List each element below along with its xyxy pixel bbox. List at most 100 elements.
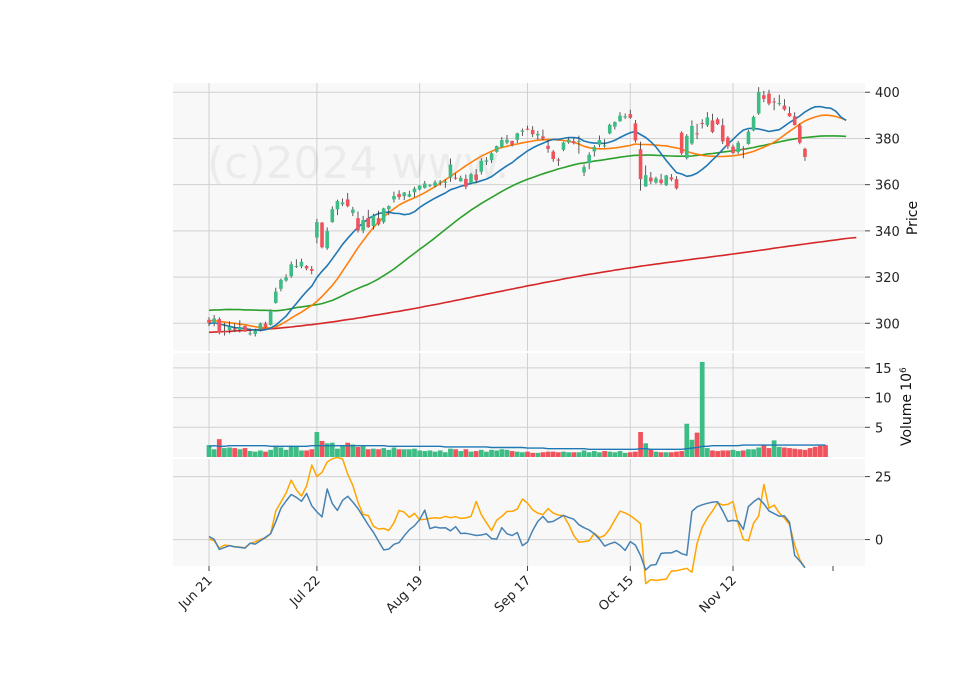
volume-bar [720,450,726,457]
volume-bar [504,449,510,457]
volume-bar [643,443,649,457]
candle-body [577,140,581,142]
candle-body [720,125,725,142]
volume-bar [540,452,546,457]
volume-bar [771,440,777,457]
ma-fast-line [208,105,847,332]
x-tick-label: Nov 12 [697,573,740,616]
volume-bar [263,451,268,457]
oscillator-line-1 [208,488,806,571]
candle-body [335,201,340,210]
candle-body [772,101,776,103]
candle-body [582,167,586,173]
volume-bar [638,432,643,457]
candle-body [679,132,684,154]
candle-body [767,93,771,104]
oscillator-panel [173,459,865,566]
candle-body [659,179,663,184]
volume-bar [211,449,217,457]
volume-bar [514,451,520,457]
volume-bar [751,449,756,457]
candle-body [597,140,602,145]
candle-body [284,277,288,281]
candle-body [361,220,365,231]
price-tick-label: 300 [875,317,900,332]
volume-panel [173,353,865,457]
volume-bar [648,449,654,457]
volume-bar [206,445,212,457]
candle-body [566,139,571,143]
volume-bar [401,449,407,457]
volume-bar [561,451,566,457]
x-tick-label: Oct 15 [596,573,637,614]
candle-body [340,202,345,205]
candle-body [294,265,299,267]
volume-bar [807,448,813,457]
candle-body [304,265,309,269]
candle-body [684,135,689,159]
volume-bar [787,448,792,457]
candle-body [484,160,489,162]
volume-bar [669,452,674,457]
candle-body [356,218,360,231]
candle-body [433,182,437,186]
volume-bar [530,452,536,457]
volume-bar [278,447,284,457]
candle-body [494,146,499,152]
volume-bar [740,450,746,457]
candle-body [664,175,669,186]
candle-body [649,177,653,182]
volume-bar [371,448,376,457]
volume-bar [427,450,433,457]
volume-bar [653,451,659,457]
volume-bar [319,440,325,457]
volume-axis-label: Volume [899,394,915,446]
candle-body [762,95,766,99]
candle-body [381,208,386,223]
volume-bar [817,445,823,457]
candle-body [741,148,746,150]
volume-bar [684,423,690,457]
candle-body [248,333,252,335]
candle-body [530,129,535,135]
candle-body [782,105,787,110]
volume-bar [591,451,597,457]
volume-bar [509,451,515,457]
candle-body [397,193,401,198]
candle-body [217,319,222,333]
candle-body [705,117,710,126]
volume-bar [355,446,361,457]
volume-bar [699,361,705,457]
candle-body [325,231,329,249]
candle-body [464,178,468,187]
candle-body [243,326,247,332]
volume-bar [258,450,263,457]
volume-bar [633,451,638,457]
candle-body [556,159,561,161]
volume-bar [478,449,484,457]
candle-body [309,268,314,271]
volume-bar [710,450,715,457]
volume-bar [494,450,500,457]
volume-bar [535,452,541,457]
volume-bar [365,449,371,457]
volume-bar [288,445,294,457]
candle-body [268,310,273,326]
volume-bar [329,442,335,457]
volume-bar [746,449,751,457]
volume-bar [232,448,238,457]
candle-body [726,137,730,147]
volume-bar [627,452,633,457]
volume-bar [612,452,618,457]
volume-tick-label: 15 [875,362,892,377]
volume-bar [525,451,530,457]
candle-body [279,279,283,289]
volume-bar [761,444,767,457]
candle-body [736,142,740,153]
volume-bar [391,447,397,457]
candle-body [428,184,432,186]
candle-body [751,116,756,131]
candle-body [238,327,242,330]
candle-body [746,131,751,144]
